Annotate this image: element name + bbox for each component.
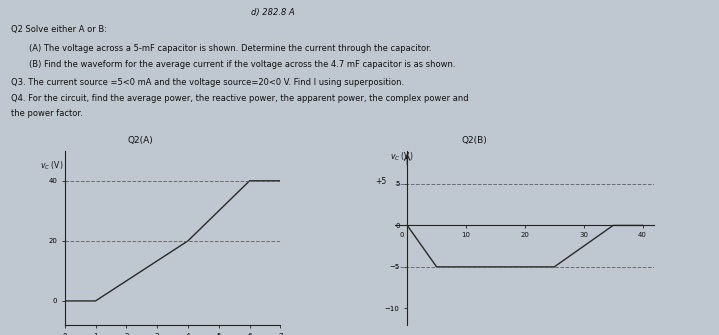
Text: the power factor.: the power factor. xyxy=(11,109,83,118)
Text: 20: 20 xyxy=(521,232,529,238)
Text: +5: +5 xyxy=(375,177,387,186)
Text: d) 282.8 A: d) 282.8 A xyxy=(252,8,295,17)
Text: $v_C$ (V): $v_C$ (V) xyxy=(390,151,413,163)
Text: (B) Find the waveform for the average current if the voltage across the 4.7 mF c: (B) Find the waveform for the average cu… xyxy=(29,60,455,69)
Text: Q2 Solve either A or B:: Q2 Solve either A or B: xyxy=(11,25,107,34)
Text: 10: 10 xyxy=(462,232,470,238)
Text: 0: 0 xyxy=(400,232,404,238)
Text: Q2(B): Q2(B) xyxy=(462,136,487,145)
Text: (A) The voltage across a 5-mF capacitor is shown. Determine the current through : (A) The voltage across a 5-mF capacitor … xyxy=(29,44,431,53)
Text: $v_C$ (V): $v_C$ (V) xyxy=(40,160,63,172)
Text: Q3. The current source =5<0 mA and the voltage source=20<0 V. Find I using super: Q3. The current source =5<0 mA and the v… xyxy=(11,78,404,87)
Text: 30: 30 xyxy=(580,232,588,238)
Text: 40: 40 xyxy=(638,232,647,238)
Text: Q4. For the circuit, find the average power, the reactive power, the apparent po: Q4. For the circuit, find the average po… xyxy=(11,94,468,104)
Text: Q2(A): Q2(A) xyxy=(127,136,153,145)
